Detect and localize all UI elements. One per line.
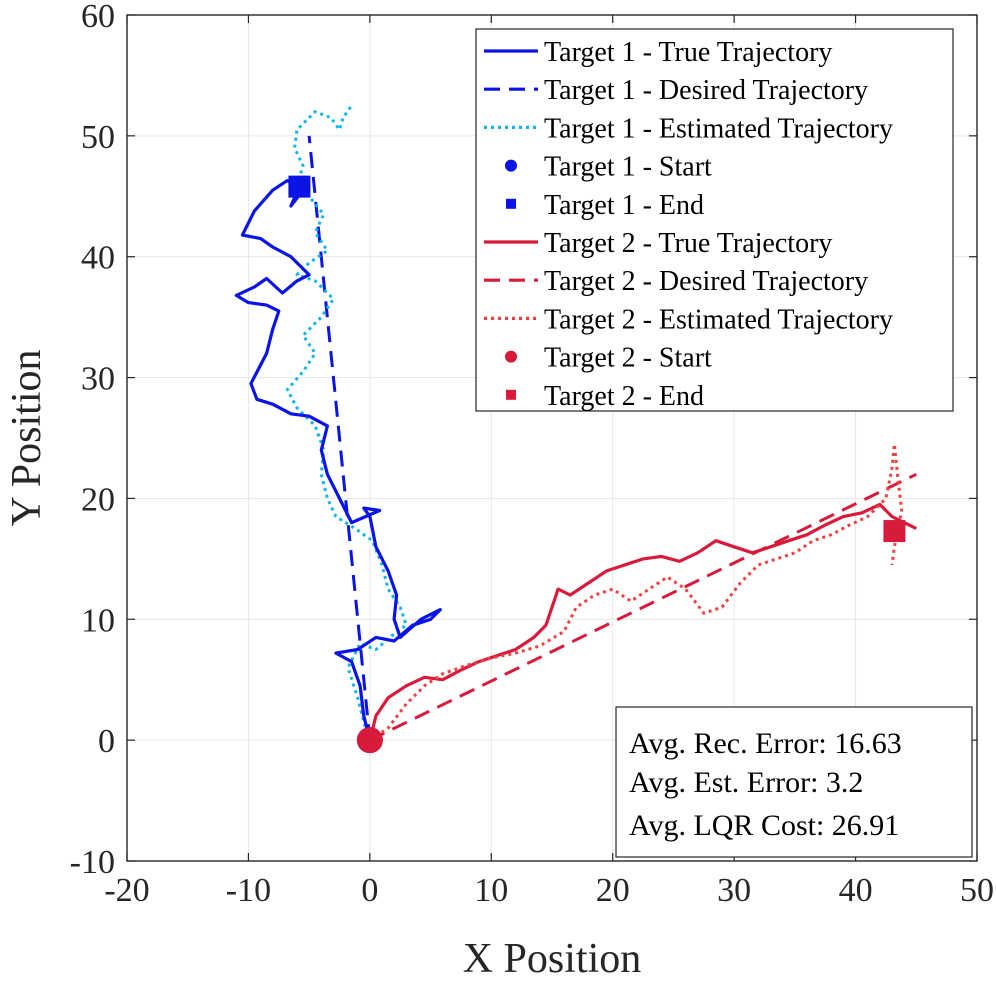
legend-box (475, 28, 954, 412)
y-tick-label: 30 (81, 361, 115, 398)
series-line-target-2-true-trajectory (368, 502, 918, 741)
stats-box: Avg. Rec. Error: 16.63 Avg. Est. Error: … (615, 706, 973, 858)
plot-frame (126, 14, 978, 862)
legend-entry-target-2-desired-trajectory: Target 2 - Desired Trajectory (484, 266, 868, 297)
series-line-target-1-true-trajectory (234, 179, 442, 741)
stat-lqr-cost: Avg. LQR Cost: 26.91 (629, 809, 899, 842)
series-line-target-1-estimated-trajectory (285, 104, 408, 741)
legend-label: Target 1 - True Trajectory (544, 37, 832, 68)
legend: Target 1 - True Trajectory Target 1 - Des… (475, 28, 954, 412)
legend-swatch-square (506, 389, 516, 400)
legend-swatch-circle (505, 350, 517, 363)
series-line-target-2-desired-trajectory (369, 472, 917, 742)
legend-label: Target 1 - Start (544, 152, 712, 183)
legend-label: Target 1 - Desired Trajectory (544, 75, 868, 106)
legend-entry-target-1-end: Target 1 - End (506, 190, 704, 221)
y-tick-label: 0 (98, 723, 115, 760)
x-tick-label: 10 (474, 872, 508, 909)
x-tick-label: 0 (361, 872, 378, 909)
stat-rec-error: Avg. Rec. Error: 16.63 (629, 727, 902, 760)
legend-label: Target 2 - True Trajectory (544, 228, 832, 259)
legend-entry-target-1-start: Target 1 - Start (505, 152, 712, 183)
marker-target-2-end (883, 520, 906, 543)
x-tick-label: -10 (226, 872, 271, 909)
x-tick-label: 50 (960, 872, 994, 909)
y-tick-label: 10 (81, 602, 115, 639)
legend-entry-target-2-end: Target 2 - End (506, 381, 704, 412)
marker-target-2-start (356, 727, 383, 754)
y-axis-label: Y Position (4, 350, 50, 527)
x-tick-label: -20 (104, 872, 149, 909)
legend-entry-target-1-estimated-trajectory: Target 1 - Estimated Trajectory (484, 113, 893, 144)
y-tick-label: 40 (81, 240, 115, 277)
legend-swatch-circle (505, 159, 517, 172)
x-tick-label: 20 (596, 872, 630, 909)
stat-est-error: Avg. Est. Error: 3.2 (629, 766, 863, 799)
x-tick-label: 30 (717, 872, 751, 909)
legend-entry-target-1-desired-trajectory: Target 1 - Desired Trajectory (484, 75, 868, 106)
legend-label: Target 2 - Desired Trajectory (544, 266, 868, 297)
series-lines (234, 104, 918, 742)
series-line-target-2-estimated-trajectory (369, 442, 904, 742)
legend-entry-target-2-start: Target 2 - Start (505, 343, 712, 374)
legend-label: Target 2 - Estimated Trajectory (544, 304, 893, 335)
stats-frame (615, 706, 973, 858)
legend-entry-target-2-true-trajectory: Target 2 - True Trajectory (484, 228, 832, 259)
legend-entry-target-1-true-trajectory: Target 1 - True Trajectory (484, 37, 832, 68)
legend-label: Target 1 - Estimated Trajectory (544, 113, 893, 144)
y-tick-label: -10 (70, 844, 115, 881)
marker-target-1-end (288, 175, 311, 198)
legend-label: Target 2 - End (544, 381, 704, 412)
legend-label: Target 1 - End (544, 190, 704, 221)
x-axis-label: X Position (463, 936, 642, 982)
x-tick-label: 40 (839, 872, 873, 909)
legend-label: Target 2 - Start (544, 343, 712, 374)
series-line-target-1-desired-trajectory (307, 135, 372, 741)
legend-swatch-square (506, 198, 516, 209)
y-tick-label: 20 (81, 481, 115, 518)
y-tick-label: 60 (81, 0, 115, 35)
y-tick-label: 50 (81, 119, 115, 156)
series-markers (288, 175, 906, 754)
legend-entry-target-2-estimated-trajectory: Target 2 - Estimated Trajectory (484, 304, 893, 335)
